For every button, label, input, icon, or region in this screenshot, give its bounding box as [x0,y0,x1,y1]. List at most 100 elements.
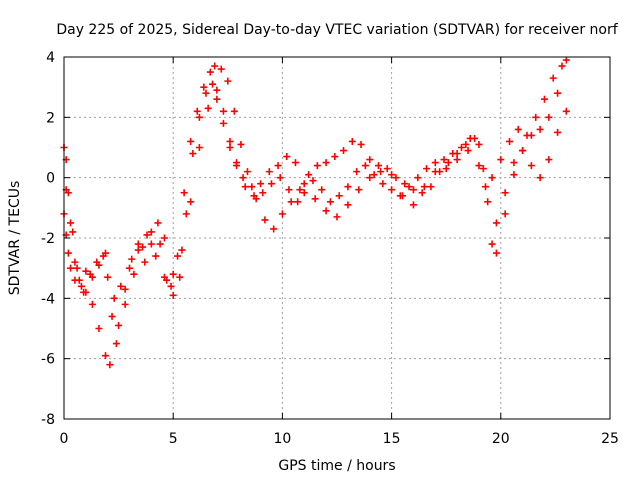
data-point [224,77,232,85]
y-tick-label: -8 [41,412,55,428]
x-tick-label: 15 [383,431,401,447]
data-point [423,165,431,173]
data-point [475,162,483,170]
data-point [562,56,570,64]
data-point [510,171,518,179]
data-point [82,267,90,275]
data-point [209,80,217,88]
data-point [77,282,85,290]
data-point [536,125,544,133]
data-point [108,312,116,320]
data-point [241,183,249,191]
data-point [374,162,382,170]
data-point [462,140,470,148]
data-point [453,150,461,158]
data-point [176,273,184,281]
grid [64,57,610,419]
data-point [226,144,234,151]
data-point [554,128,562,136]
data-point [160,273,168,281]
data-point [377,168,385,176]
y-tick-label: -2 [41,231,55,247]
data-point [139,243,147,251]
data-point [331,153,339,161]
data-point [71,258,79,266]
data-point [370,171,378,179]
y-tick-label: 4 [46,50,55,66]
data-point [128,255,136,263]
data-point [270,225,278,233]
y-tick-label: -4 [41,291,55,307]
data-point [442,165,450,173]
data-point [519,147,527,155]
data-point [193,107,201,115]
data-point [492,249,500,257]
data-point [294,198,302,206]
data-point [305,171,313,179]
data-point [322,159,330,167]
data-point [440,156,448,164]
data-point [67,264,75,272]
data-point [333,213,341,221]
data-point [169,291,177,299]
data-point [510,159,518,167]
data-point [169,270,177,278]
data-point [200,83,208,91]
data-point [195,113,203,121]
data-point [379,180,387,188]
data-points [60,56,570,369]
data-point [488,174,496,182]
data-point [405,183,413,191]
data-point [540,95,548,103]
data-point [265,168,273,176]
data-point [206,68,214,76]
data-point [274,162,282,170]
data-point [239,174,247,182]
x-tick-label: 20 [492,431,510,447]
data-point [112,340,120,348]
data-point [414,174,422,182]
data-point [355,186,363,194]
data-point [300,189,308,197]
data-point [296,186,304,194]
data-point [492,219,500,227]
data-point [506,137,514,145]
chart-title: Day 225 of 2025, Sidereal Day-to-day VTE… [56,22,618,38]
data-point [545,156,553,164]
data-point [482,183,490,191]
data-point [313,162,321,170]
data-point [536,174,544,182]
data-point [261,216,269,224]
data-point [409,201,417,209]
data-point [226,137,234,145]
data-point [80,288,88,296]
data-point [471,134,479,142]
data-point [147,240,155,248]
data-point [88,273,96,281]
data-point [237,140,245,148]
data-point [501,210,509,218]
data-point [300,180,308,188]
x-tick-label: 10 [273,431,291,447]
data-point [187,137,195,145]
data-point [366,174,374,182]
data-point [549,74,557,82]
data-point [73,264,81,272]
data-point [287,198,295,206]
data-point [126,264,134,272]
data-point [106,361,114,369]
data-point [401,180,409,188]
data-point [219,119,227,127]
data-point [75,276,83,284]
data-point [453,156,461,164]
data-point [562,107,570,115]
data-point [326,198,334,206]
data-point [134,240,142,248]
data-point [409,186,417,194]
data-point [257,180,265,188]
data-point [335,192,343,200]
data-point [479,165,487,173]
data-point [357,140,365,148]
data-point [121,285,129,293]
data-point [353,168,361,176]
